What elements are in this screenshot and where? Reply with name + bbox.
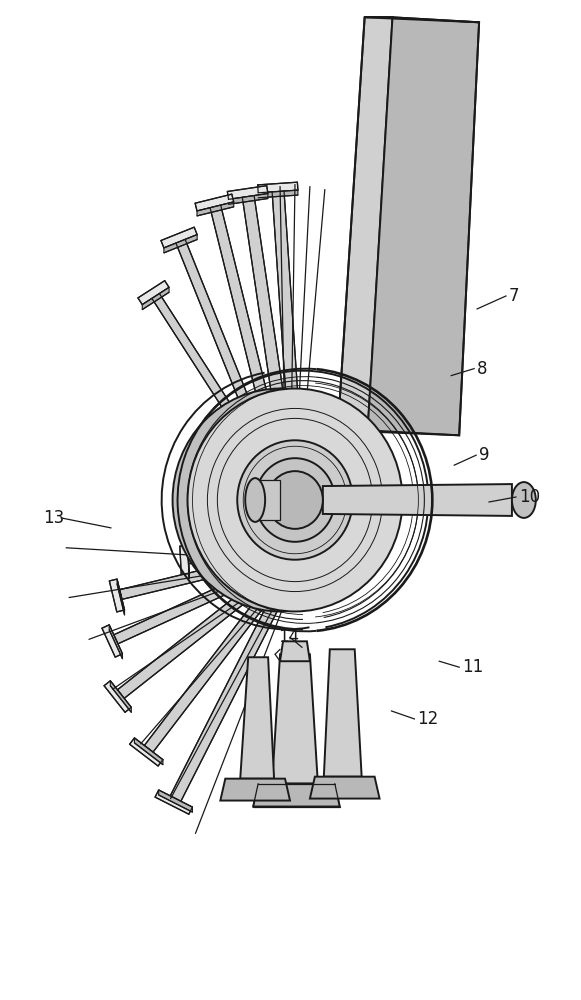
Text: 11: 11 [462, 658, 483, 676]
Text: 9: 9 [479, 446, 490, 464]
Polygon shape [142, 287, 169, 310]
Polygon shape [240, 657, 274, 779]
Ellipse shape [173, 389, 388, 611]
Polygon shape [188, 546, 189, 579]
Polygon shape [188, 551, 290, 564]
Polygon shape [180, 546, 189, 574]
Text: 14: 14 [278, 628, 299, 646]
Ellipse shape [255, 458, 335, 542]
Polygon shape [228, 194, 268, 204]
Polygon shape [120, 555, 266, 599]
Text: 12: 12 [417, 710, 439, 728]
Polygon shape [210, 205, 281, 450]
Polygon shape [272, 654, 318, 784]
Polygon shape [161, 227, 197, 248]
Ellipse shape [237, 440, 353, 560]
Polygon shape [102, 625, 123, 657]
Polygon shape [164, 235, 197, 253]
Polygon shape [159, 790, 192, 812]
Polygon shape [280, 641, 310, 661]
Polygon shape [195, 194, 234, 211]
Polygon shape [220, 779, 290, 801]
Ellipse shape [267, 471, 323, 529]
Polygon shape [117, 570, 275, 698]
Polygon shape [257, 182, 298, 193]
Polygon shape [114, 565, 270, 644]
Polygon shape [152, 294, 262, 458]
Ellipse shape [188, 389, 403, 611]
Polygon shape [117, 579, 124, 615]
Polygon shape [338, 17, 393, 430]
Ellipse shape [245, 478, 265, 522]
Polygon shape [323, 484, 512, 516]
Ellipse shape [512, 482, 536, 518]
Polygon shape [155, 790, 192, 814]
Polygon shape [110, 681, 131, 712]
Polygon shape [227, 186, 268, 199]
Polygon shape [368, 17, 479, 435]
Polygon shape [324, 649, 361, 777]
Polygon shape [134, 738, 163, 765]
Polygon shape [144, 576, 282, 752]
Polygon shape [176, 239, 270, 454]
Polygon shape [242, 196, 291, 446]
Polygon shape [197, 202, 234, 216]
Polygon shape [272, 191, 301, 441]
Polygon shape [255, 480, 280, 520]
Polygon shape [138, 281, 169, 305]
Text: 10: 10 [519, 488, 540, 506]
Polygon shape [310, 777, 379, 799]
Polygon shape [104, 681, 131, 712]
Text: 7: 7 [509, 287, 519, 305]
Polygon shape [253, 784, 340, 807]
Polygon shape [130, 738, 163, 766]
Polygon shape [109, 579, 124, 612]
Text: 8: 8 [477, 360, 487, 378]
Polygon shape [109, 625, 123, 659]
Text: 13: 13 [43, 509, 64, 527]
Polygon shape [258, 190, 298, 198]
Polygon shape [170, 582, 289, 801]
